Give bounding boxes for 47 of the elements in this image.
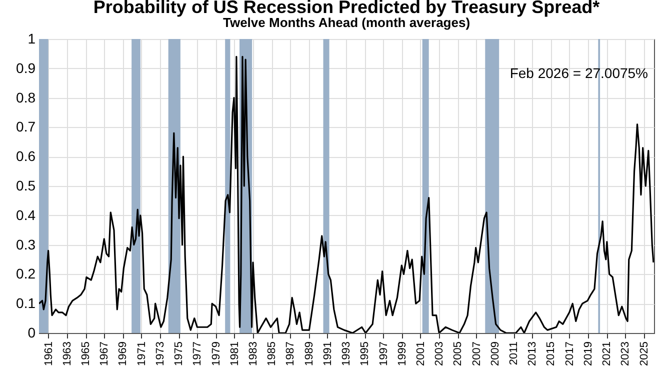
y-tick-label: 1 xyxy=(28,30,36,46)
y-tick-label: 0.6 xyxy=(16,148,36,164)
line-series xyxy=(39,56,654,333)
x-tick-label: 1965 xyxy=(80,342,92,366)
x-tick-label: 1963 xyxy=(61,342,74,366)
x-tick-label: 1979 xyxy=(210,342,222,366)
y-tick-label: 0.8 xyxy=(16,89,36,106)
x-tick-label: 2001 xyxy=(414,342,427,366)
x-tick-label: 2013 xyxy=(526,342,539,366)
x-tick-label: 1961 xyxy=(42,342,55,366)
x-tick-label: 1999 xyxy=(396,342,408,366)
annotation: Feb 2026 = 27.0075% xyxy=(510,65,648,81)
y-tick-label: 0.7 xyxy=(16,118,36,135)
x-tick-label: 1997 xyxy=(378,342,390,366)
x-tick-label: 1993 xyxy=(340,342,353,366)
x-tick-label: 1973 xyxy=(154,342,166,366)
y-tick-label: 0.1 xyxy=(16,295,36,312)
x-tick-label: 1989 xyxy=(303,342,316,366)
x-tick-label: 1971 xyxy=(136,342,148,366)
x-tick-label: 1981 xyxy=(228,342,241,366)
y-tick-label: 0.5 xyxy=(16,178,36,194)
x-tick-label: 2021 xyxy=(601,342,614,366)
x-tick-label: 1985 xyxy=(266,342,278,366)
x-tick-label: 1995 xyxy=(359,342,372,366)
x-tick-label: 2003 xyxy=(434,342,446,366)
y-tick-label: 0.9 xyxy=(16,60,36,76)
x-tick-label: 2019 xyxy=(582,342,594,366)
x-tick-label: 2017 xyxy=(564,342,576,366)
x-tick-label: 1977 xyxy=(192,342,204,366)
y-tick-label: 0 xyxy=(28,324,36,340)
y-tick-label: 0.2 xyxy=(16,266,36,282)
chart-title: Probability of US Recession Predicted by Treasury Spread* xyxy=(93,0,600,17)
x-tick-label: 2011 xyxy=(508,342,520,366)
x-tick-label: 1991 xyxy=(322,342,334,366)
x-tick-label: 2025 xyxy=(638,342,650,366)
x-tick-label: 2005 xyxy=(452,342,464,366)
x-tick-label: 1987 xyxy=(284,342,297,366)
y-tick-label: 0.3 xyxy=(16,236,36,252)
x-tick-label: 2015 xyxy=(545,342,558,366)
x-tick-label: 1975 xyxy=(173,342,186,366)
y-tick-label: 0.4 xyxy=(16,206,36,223)
x-tick-label: 1969 xyxy=(117,342,130,366)
x-tick-label: 2007 xyxy=(470,342,483,366)
x-tick-label: 1983 xyxy=(247,342,260,366)
x-tick-label: 2023 xyxy=(620,342,632,366)
x-tick-label: 1967 xyxy=(98,342,111,366)
x-tick-label: 2009 xyxy=(489,342,502,366)
